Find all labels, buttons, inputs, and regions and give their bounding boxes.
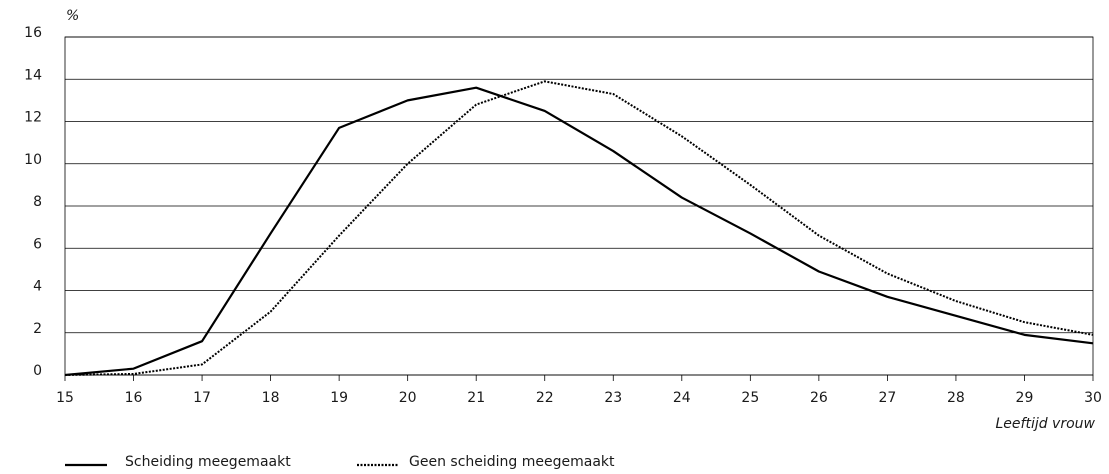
x-tick-label: 25	[741, 390, 759, 406]
x-tick-label: 18	[262, 390, 280, 406]
x-tick-label: 20	[399, 390, 417, 406]
legend-label: Scheiding meegemaakt	[125, 454, 291, 470]
y-tick-label: 16	[24, 25, 42, 41]
plot-frame	[64, 36, 1094, 376]
x-tick-label: 22	[536, 390, 554, 406]
x-tick-label: 21	[467, 390, 485, 406]
series-line	[64, 80, 1094, 376]
y-tick-label: 4	[33, 279, 42, 295]
y-unit-label: %	[66, 8, 79, 24]
y-tick-label: 6	[33, 236, 42, 252]
y-tick-label: 2	[33, 321, 42, 337]
x-tick-label: 27	[878, 390, 896, 406]
y-tick-label: 8	[33, 194, 42, 210]
x-tick-label: 28	[947, 390, 965, 406]
y-tick-label: 0	[33, 363, 42, 379]
x-tick-label: 30	[1084, 390, 1102, 406]
x-tick-label: 17	[193, 390, 211, 406]
y-tick-label: 14	[24, 67, 42, 83]
x-tick-label: 19	[330, 390, 348, 406]
y-tick-label: 12	[24, 110, 42, 126]
x-axis-label: Leeftijd vrouw	[996, 416, 1096, 432]
x-tick-label: 16	[125, 390, 143, 406]
x-tick-label: 15	[56, 390, 74, 406]
x-tick-label: 24	[673, 390, 691, 406]
series-line	[64, 86, 1094, 377]
x-tick-label: 29	[1016, 390, 1034, 406]
x-tick-label: 26	[810, 390, 828, 406]
y-tick-label: 10	[24, 152, 42, 168]
legend-label: Geen scheiding meegemaakt	[409, 454, 615, 470]
x-tick-label: 23	[604, 390, 622, 406]
